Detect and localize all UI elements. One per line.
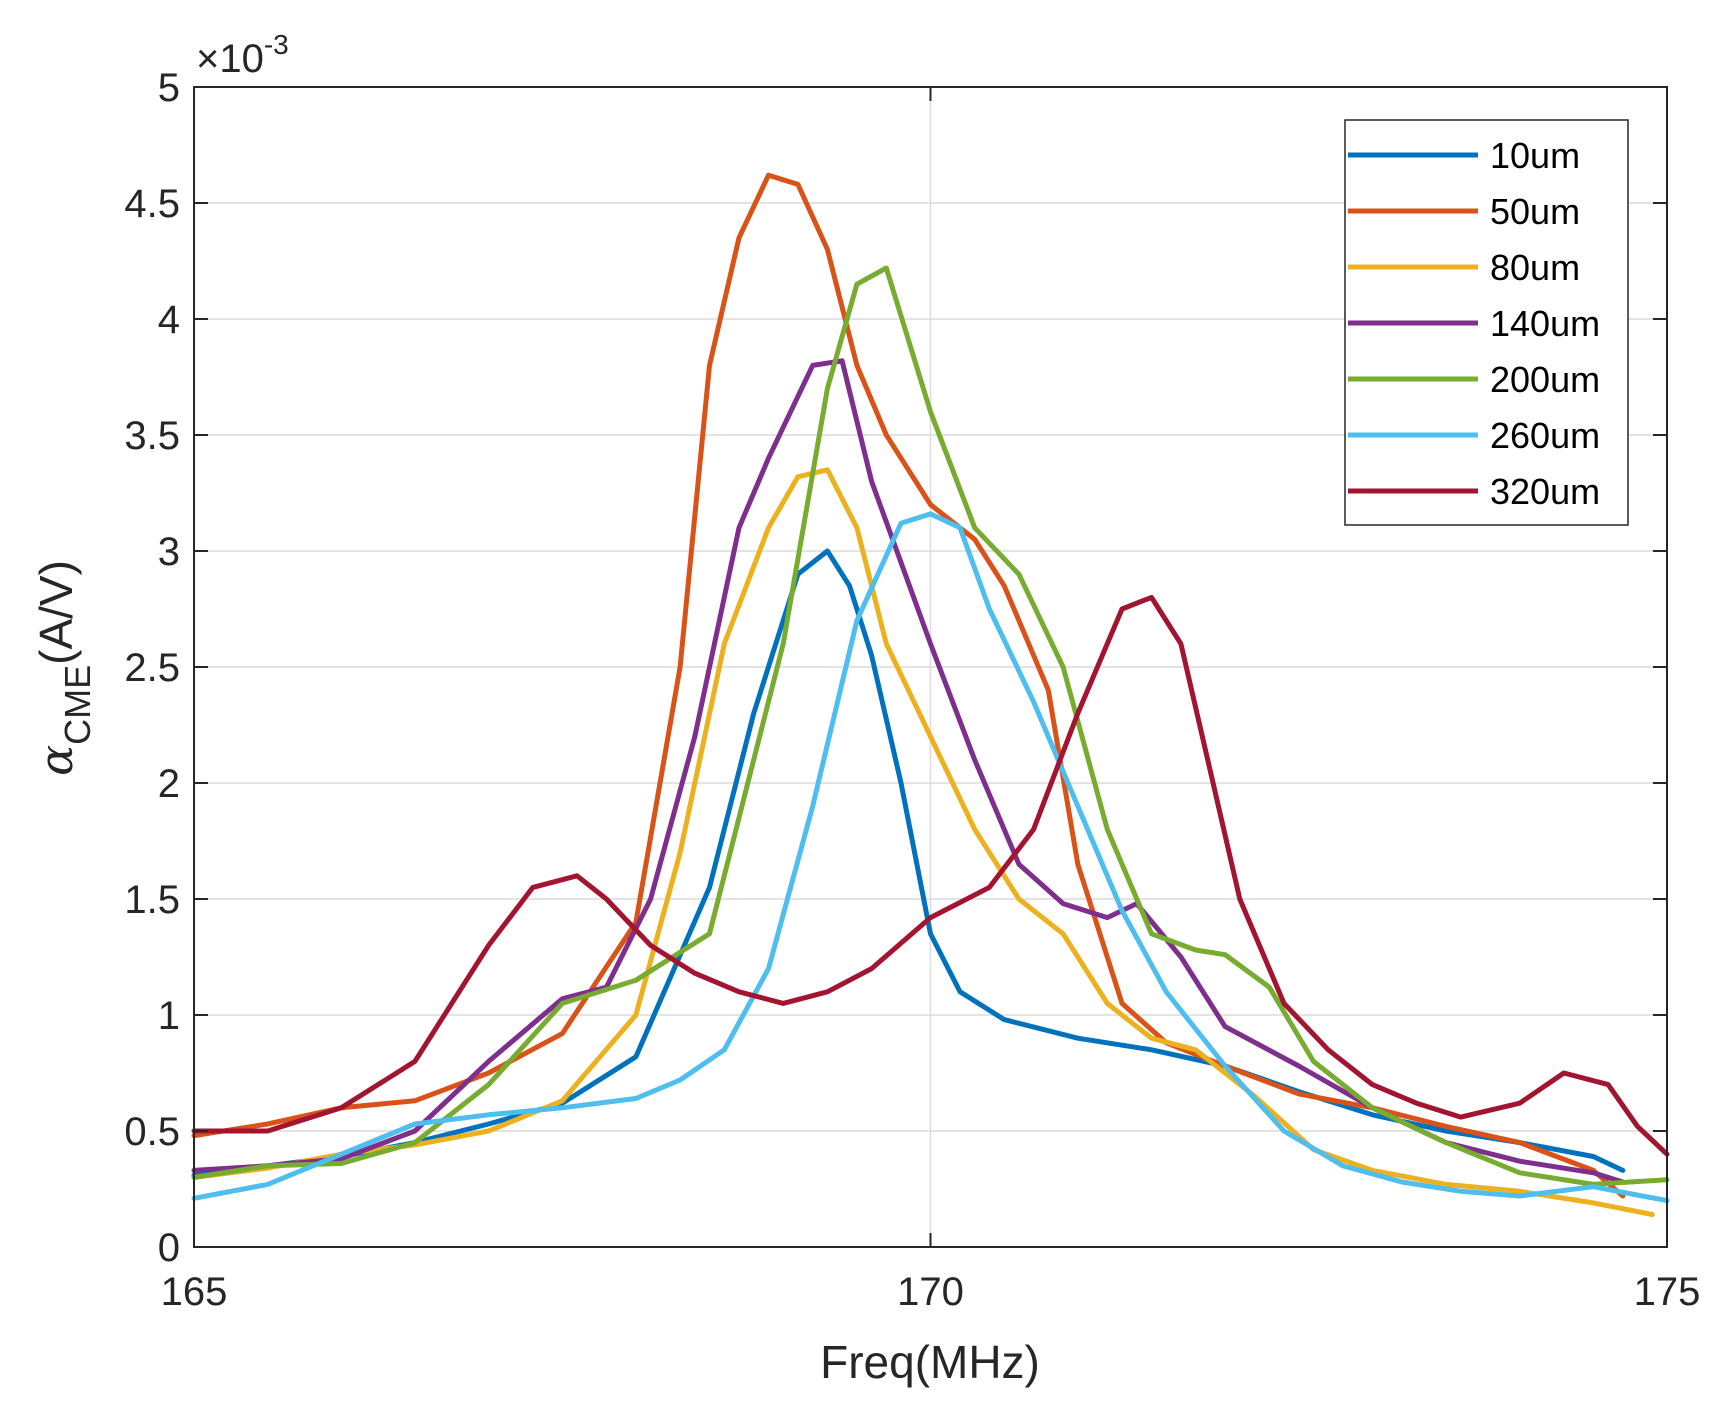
series-group [191, 172, 1670, 1217]
legend-label: 140um [1490, 303, 1600, 344]
legend-label: 50um [1490, 191, 1580, 232]
axis-ticks: 0 0.5 1 1.5 2 2.5 3 3.5 4 4.5 5 165 170 175 [124, 66, 1700, 1314]
y-tick-label: 5 [158, 66, 180, 110]
series-line-200um [191, 265, 1670, 1187]
y-tick-label: 3.5 [124, 414, 180, 458]
series-line-80um [191, 467, 1655, 1217]
y-multiplier: ×10-3 [196, 29, 289, 81]
series-line-50um [191, 172, 1626, 1199]
y-axis-symbol: α [29, 745, 83, 776]
legend-label: 80um [1490, 247, 1580, 288]
x-tick-label: 175 [1634, 1270, 1701, 1314]
series-line-10um [191, 548, 1626, 1178]
series-line-140um [191, 358, 1626, 1185]
y-tick-label: 4.5 [124, 182, 180, 226]
series-line-260um [191, 511, 1670, 1204]
x-axis-label: Freq(MHz) [820, 1336, 1040, 1388]
legend-label: 200um [1490, 359, 1600, 400]
x-tick-label: 170 [897, 1270, 964, 1314]
y-exponent: -3 [264, 29, 289, 60]
y-axis-subscript: CME [57, 665, 98, 745]
y-tick-label: 2 [158, 762, 180, 806]
y-tick-label: 1.5 [124, 878, 180, 922]
series-line-320um [191, 594, 1670, 1157]
y-tick-label: 0 [158, 1226, 180, 1270]
legend-label: 260um [1490, 415, 1600, 456]
y-tick-label: 3 [158, 530, 180, 574]
x-tick-label: 165 [161, 1270, 228, 1314]
y-tick-label: 1 [158, 994, 180, 1038]
y-tick-label: 4 [158, 298, 180, 342]
y-tick-label: 0.5 [124, 1110, 180, 1154]
legend-label: 10um [1490, 135, 1580, 176]
y-axis-unit: (A/V) [30, 560, 82, 665]
y-tick-label: 2.5 [124, 646, 180, 690]
legend-label: 320um [1490, 471, 1600, 512]
legend: 10um 50um 80um 140um 200um 260um 320um [1344, 119, 1629, 526]
y-axis-label: αCME(A/V) [29, 560, 98, 776]
